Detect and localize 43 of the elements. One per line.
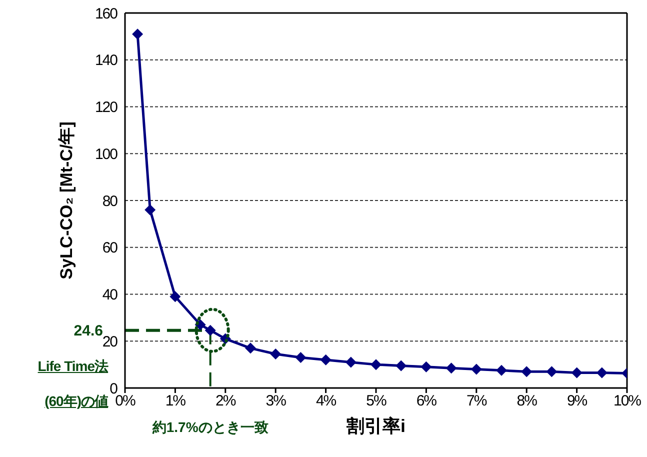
point (596, 367, 608, 378)
x-tick-label: 6% (416, 392, 437, 410)
point (470, 364, 482, 375)
ref-line-label: 約1.7%のとき一致 (151, 418, 268, 435)
point (144, 204, 156, 216)
point (245, 342, 256, 354)
x-tick-label: 5% (366, 392, 386, 410)
point (370, 359, 382, 370)
y-tick-label: 140 (94, 52, 118, 70)
point (270, 348, 282, 360)
point (546, 366, 558, 378)
point (345, 356, 356, 368)
y-tick-label: 60 (102, 240, 118, 257)
point (320, 354, 332, 366)
y-tick-label: 20 (102, 333, 118, 350)
point (446, 362, 457, 374)
x-tick-label: 2% (216, 392, 236, 410)
point (132, 28, 144, 40)
x-tick-label: 4% (316, 392, 336, 410)
ref-line-label: 24.6 (74, 322, 103, 340)
point (521, 366, 532, 378)
point (420, 361, 432, 372)
y-tick-label: 120 (94, 99, 118, 116)
text: (60年)の値 (44, 393, 108, 411)
y-tick-label: 100 (94, 146, 118, 163)
x-tick-label: 8% (516, 392, 538, 410)
y-tick-label: 80 (102, 192, 118, 210)
point (295, 352, 306, 364)
x-tick-label: 7% (466, 392, 487, 410)
x-tick-label: 9% (566, 392, 588, 410)
x-tick-label: 1% (165, 392, 186, 410)
point (571, 367, 582, 378)
y-axis-title: SyLC-CO₂ [Mt-C/年] (57, 122, 76, 280)
x-tick-label: 3% (266, 392, 286, 410)
x-tick-label: 10% (613, 392, 642, 410)
point (496, 364, 507, 376)
y-tick-label: 160 (94, 5, 118, 22)
y-tick-label: 40 (102, 286, 118, 304)
x-tick-label: 0% (115, 392, 136, 410)
x-axis-title: 割引率i (345, 416, 406, 436)
point (170, 291, 181, 302)
point (396, 360, 407, 372)
text: Life Time法 (38, 358, 108, 376)
